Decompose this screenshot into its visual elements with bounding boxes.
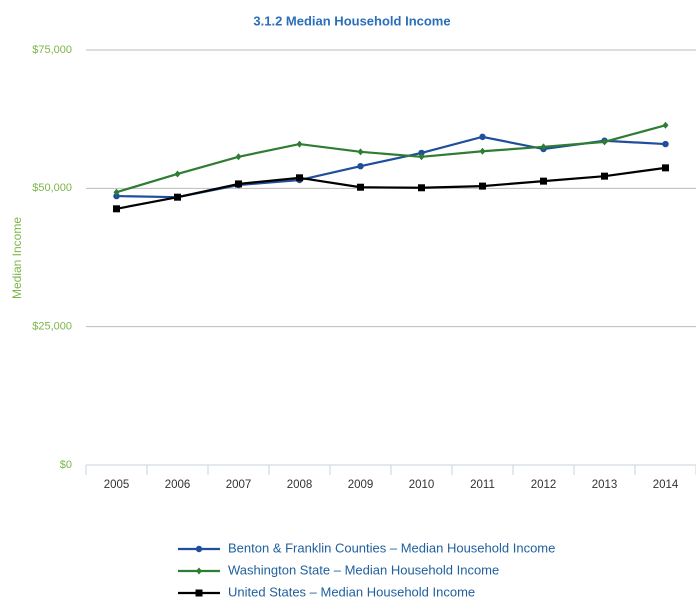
chart-title: 3.1.2 Median Household Income — [253, 13, 450, 28]
point — [357, 163, 364, 170]
x-tick-label: 2007 — [226, 479, 252, 491]
y-tick-label: $0 — [60, 459, 72, 471]
x-tick-label: 2005 — [104, 479, 130, 491]
x-tick-label: 2010 — [409, 479, 435, 491]
point — [662, 164, 669, 172]
point — [357, 183, 364, 191]
point — [174, 170, 181, 178]
x-tick-label: 2009 — [348, 479, 374, 491]
y-tick-label: $50,000 — [32, 182, 72, 194]
y-tick-label: $75,000 — [32, 44, 72, 56]
series-line — [116, 124, 666, 194]
point — [662, 121, 669, 129]
x-tick-label: 2012 — [531, 479, 557, 491]
point — [296, 140, 303, 148]
x-tick-label: 2011 — [470, 479, 495, 491]
point — [296, 174, 303, 182]
x-tick-label: 2014 — [653, 479, 679, 491]
point — [113, 192, 120, 200]
point — [418, 149, 425, 157]
x-tick-label: 2013 — [592, 479, 618, 491]
point — [113, 205, 120, 213]
point — [540, 143, 547, 151]
x-tick-label: 2006 — [165, 479, 191, 491]
point — [113, 188, 120, 196]
point — [418, 184, 425, 192]
legend-label: Benton & Franklin Counties – Median Hous… — [228, 540, 555, 555]
point — [418, 153, 425, 161]
point — [195, 589, 203, 597]
y-axis-label: Median Income — [10, 217, 24, 299]
series-line — [116, 166, 666, 210]
point — [174, 193, 181, 201]
point — [601, 138, 608, 146]
point — [479, 133, 486, 141]
point — [195, 545, 203, 553]
point — [662, 140, 669, 148]
point — [235, 180, 242, 188]
point — [357, 148, 364, 156]
point — [235, 153, 242, 161]
point — [601, 172, 608, 180]
point — [479, 182, 486, 190]
point — [479, 147, 486, 155]
legend-label: United States – Median Household Income — [228, 584, 475, 599]
x-tick-label: 2008 — [287, 479, 313, 491]
point — [196, 567, 202, 575]
point — [540, 177, 547, 185]
legend-label: Washington State – Median Household Inco… — [228, 562, 499, 577]
y-tick-label: $25,000 — [32, 321, 72, 333]
